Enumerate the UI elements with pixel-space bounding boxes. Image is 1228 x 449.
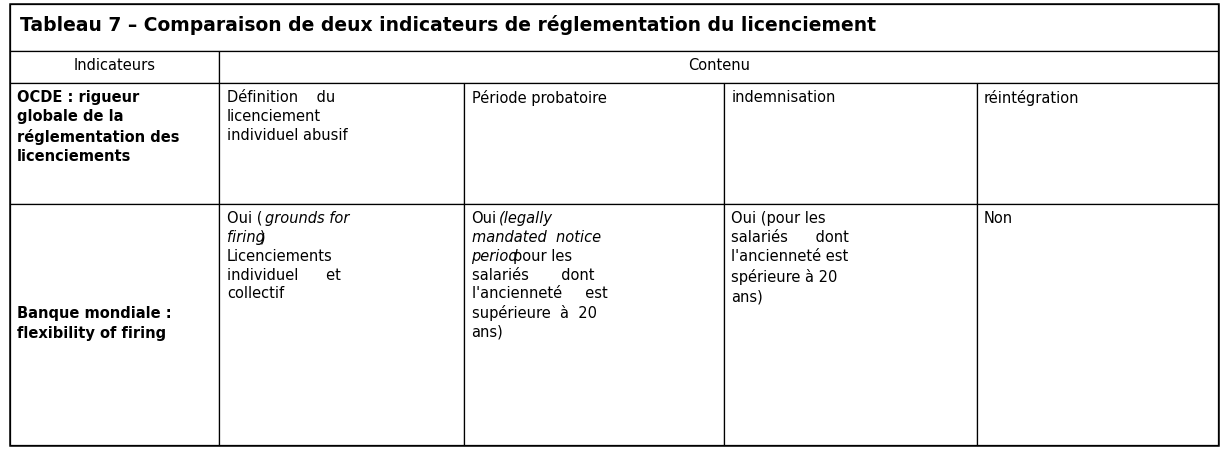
Text: collectif: collectif [227, 286, 284, 301]
Text: Licenciements: Licenciements [227, 249, 333, 264]
Bar [10, 83, 220, 204]
Bar [976, 83, 1218, 204]
Bar [10, 4, 1218, 51]
Text: Non: Non [984, 211, 1013, 226]
Text: Oui (pour les
salariés      dont
l'ancienneté est
spérieure à 20
ans): Oui (pour les salariés dont l'ancienneté… [732, 211, 850, 304]
Bar [976, 204, 1218, 445]
Bar [220, 204, 464, 445]
Bar [464, 204, 725, 445]
Bar [725, 83, 976, 204]
Bar [220, 83, 464, 204]
Text: Tableau 7 – Comparaison de deux indicateurs de réglementation du licenciement: Tableau 7 – Comparaison de deux indicate… [20, 15, 876, 35]
Text: ans): ans) [472, 324, 503, 339]
Text: l'ancienneté     est: l'ancienneté est [472, 286, 608, 301]
Text: individuel      et: individuel et [227, 268, 340, 282]
Bar [10, 51, 220, 83]
Text: mandated  notice: mandated notice [472, 230, 600, 245]
Text: grounds for: grounds for [265, 211, 349, 226]
Text: Oui (: Oui ( [227, 211, 263, 226]
Text: period: period [472, 249, 518, 264]
Text: Période probatoire: Période probatoire [472, 90, 607, 106]
Bar [220, 51, 1218, 83]
Text: Oui: Oui [472, 211, 496, 226]
Text: indemnisation: indemnisation [732, 90, 836, 105]
Bar [725, 204, 976, 445]
Text: Banque mondiale :
flexibility of firing: Banque mondiale : flexibility of firing [17, 306, 172, 341]
Text: supérieure  à  20: supérieure à 20 [472, 305, 597, 321]
Text: (legally: (legally [499, 211, 553, 226]
Text: ): ) [260, 230, 265, 245]
Text: salariés       dont: salariés dont [472, 268, 594, 282]
Bar [10, 204, 220, 445]
Text: firing: firing [227, 230, 265, 245]
Text: réintégration: réintégration [984, 90, 1079, 106]
Text: Indicateurs: Indicateurs [74, 58, 156, 73]
Text: Définition    du
licenciement
individuel abusif: Définition du licenciement individuel ab… [227, 90, 348, 143]
Bar [464, 83, 725, 204]
Text: pour les: pour les [513, 249, 572, 264]
Text: OCDE : rigueur
globale de la
réglementation des
licenciements: OCDE : rigueur globale de la réglementat… [17, 90, 179, 164]
Text: Contenu: Contenu [688, 58, 750, 73]
